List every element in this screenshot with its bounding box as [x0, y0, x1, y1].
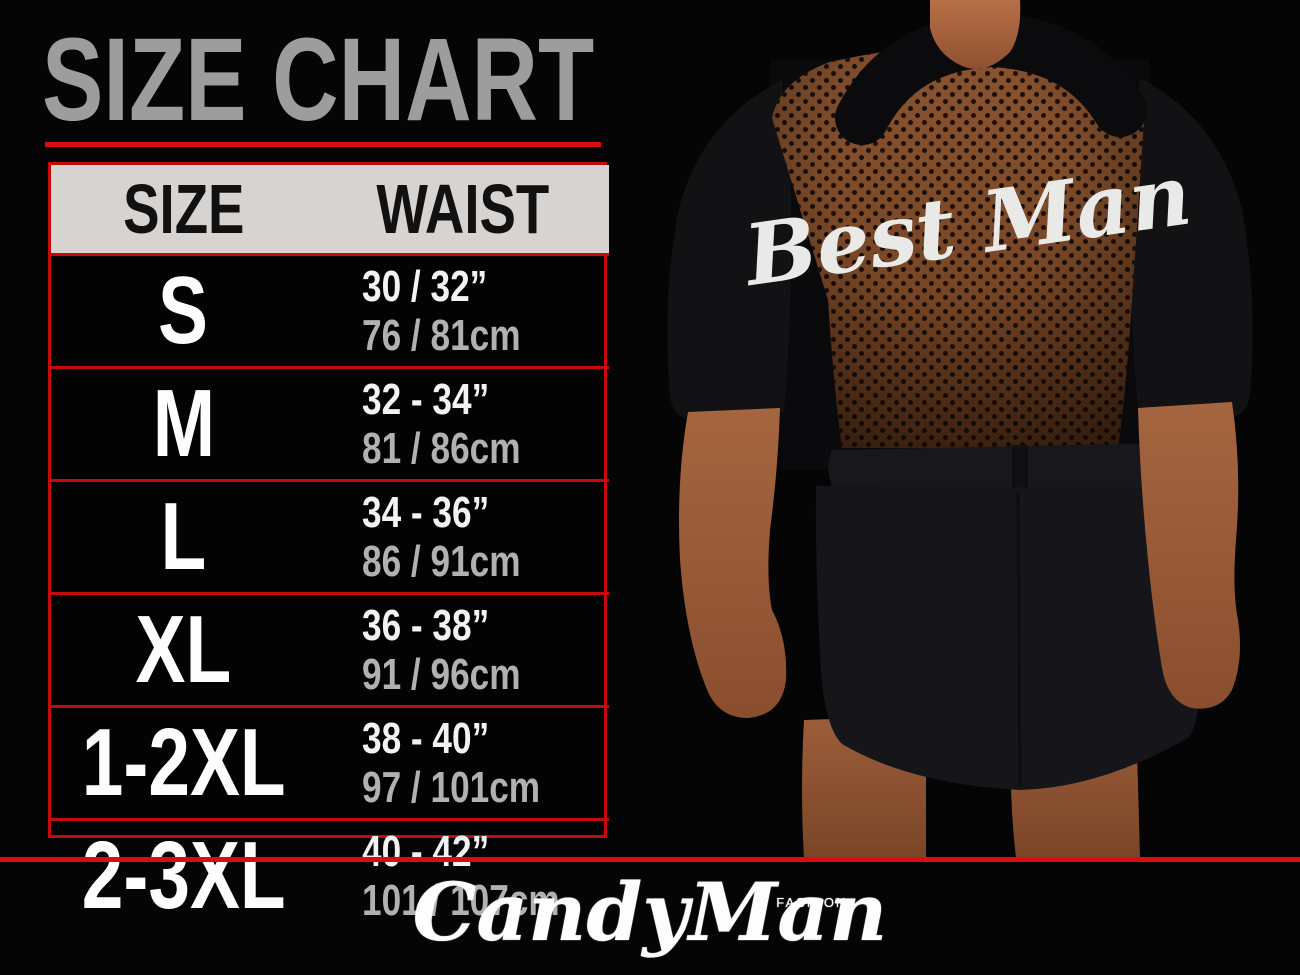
table-header-row: SIZE WAIST — [51, 165, 610, 253]
robe-left-sleeve — [667, 80, 792, 421]
waist-cell: 40 - 42” 101 / 107cm — [316, 821, 609, 931]
table-row: S 30 / 32” 76 / 81cm — [51, 253, 610, 366]
waist-inches: 34 - 36” — [362, 488, 490, 537]
waist-inches: 30 / 32” — [362, 262, 488, 311]
waist-inches: 36 - 38” — [362, 601, 490, 650]
waist-column-header: WAIST — [376, 170, 549, 248]
size-value: XL — [135, 596, 232, 703]
page-title-text: SIZE CHART — [42, 14, 595, 146]
waist-cell: 30 / 32” 76 / 81cm — [316, 256, 609, 366]
size-value: S — [158, 257, 209, 364]
table-row: XL 36 - 38” 91 / 96cm — [51, 592, 610, 705]
size-column-header-cell: SIZE — [51, 165, 316, 253]
right-arm — [1138, 402, 1240, 709]
waist-inches: 40 - 42” — [362, 827, 490, 876]
waist-cell: 32 - 34” 81 / 86cm — [316, 369, 609, 479]
waist-centimeters: 76 / 81cm — [362, 311, 521, 360]
size-cell: 2-3XL — [51, 821, 316, 931]
size-cell: XL — [51, 595, 316, 705]
waist-centimeters: 97 / 101cm — [362, 763, 541, 812]
size-cell: 1-2XL — [51, 708, 316, 818]
brand-logo-subtext: FASHION — [776, 895, 848, 910]
size-table: SIZE WAIST S 30 / 32” 76 / 81cm M 32 - 3… — [48, 162, 610, 929]
waist-cell: 34 - 36” 86 / 91cm — [316, 482, 609, 592]
belt-fold — [1012, 445, 1028, 489]
robe-right-sleeve — [1130, 78, 1253, 419]
brand-logo: CandyMan FASHION — [413, 866, 888, 958]
mesh-shading — [772, 44, 1144, 448]
waist-column-header-cell: WAIST — [316, 165, 609, 253]
footer-divider-line — [0, 857, 1300, 862]
size-cell: L — [51, 482, 316, 592]
size-cell: M — [51, 369, 316, 479]
waist-centimeters: 81 / 86cm — [362, 424, 521, 473]
table-row: L 34 - 36” 86 / 91cm — [51, 479, 610, 592]
size-value: M — [152, 370, 215, 477]
waist-inches: 38 - 40” — [362, 714, 490, 763]
waist-inches: 32 - 34” — [362, 375, 490, 424]
waist-cell: 36 - 38” 91 / 96cm — [316, 595, 609, 705]
robe-skirt — [815, 486, 1201, 790]
robe-belt — [828, 443, 1190, 490]
table-row: M 32 - 34” 81 / 86cm — [51, 366, 610, 479]
skirt-center-seam — [1016, 491, 1022, 787]
page-title: SIZE CHART — [42, 14, 622, 146]
product-photo: Best Man — [667, 0, 1253, 858]
size-value: 2-3XL — [81, 822, 286, 929]
table-row: 1-2XL 38 - 40” 97 / 101cm — [51, 705, 610, 818]
footer: CandyMan FASHION — [0, 866, 1300, 958]
size-value: L — [160, 483, 207, 590]
waist-centimeters: 86 / 91cm — [362, 537, 521, 586]
size-column-header: SIZE — [122, 170, 245, 248]
size-cell: S — [51, 256, 316, 366]
waist-centimeters: 101 / 107cm — [362, 876, 560, 925]
title-underline — [45, 142, 601, 147]
left-arm — [679, 408, 787, 718]
neck — [930, 0, 1021, 69]
waist-centimeters: 91 / 96cm — [362, 650, 521, 699]
table-row: 2-3XL 40 - 42” 101 / 107cm — [51, 818, 610, 931]
waist-cell: 38 - 40” 97 / 101cm — [316, 708, 609, 818]
brand-logo-text: CandyMan — [412, 865, 888, 959]
size-value: 1-2XL — [81, 709, 286, 816]
